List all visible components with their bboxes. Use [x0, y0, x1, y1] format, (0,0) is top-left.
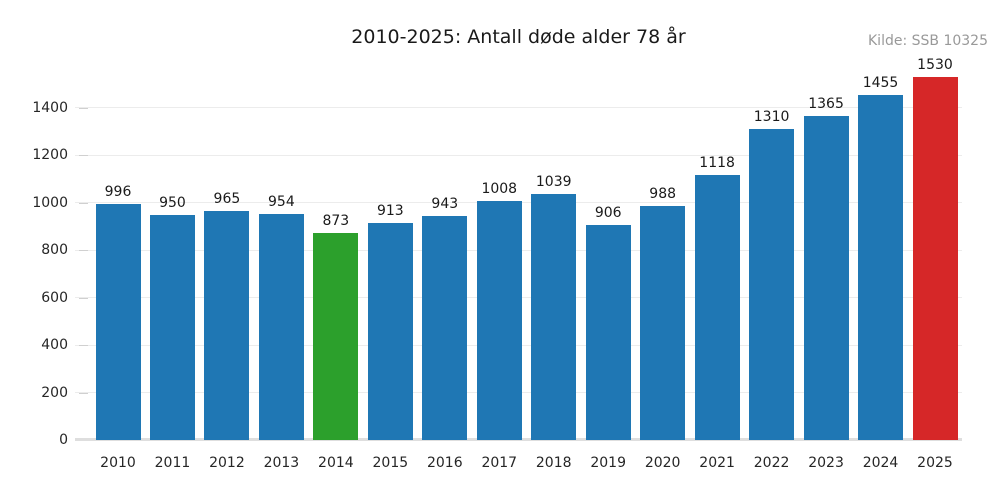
plot-area: 996 950 965 954 873 913 943 1008 1039 906 988 1118 1… [75, 58, 962, 441]
bar-2023 [803, 116, 849, 440]
bar-2019 [585, 225, 631, 440]
x-axis-label: 2013 [263, 455, 300, 471]
bar-2013 [258, 213, 304, 440]
y-axis-tick-label: 0 [59, 432, 68, 448]
bar-value-label: 913 [376, 203, 404, 220]
bar-2017 [476, 200, 522, 440]
x-axis-label: 2022 [753, 455, 790, 471]
bar-2021 [694, 174, 740, 440]
bar-2018 [531, 193, 577, 440]
bar-value-label: 950 [159, 194, 186, 211]
x-axis-label: 2025 [917, 455, 953, 471]
y-axis-tick-mark [79, 345, 88, 347]
y-axis-tick-mark [79, 392, 88, 394]
bar-2016 [422, 216, 468, 440]
y-axis-tick-label: 200 [41, 384, 68, 401]
x-axis-label: 2019 [590, 455, 627, 471]
x-axis-label: 2014 [318, 455, 354, 471]
y-axis-tick-label: 600 [41, 289, 68, 306]
y-axis-tick-label: 800 [41, 242, 68, 259]
x-axis-label: 2020 [644, 455, 681, 471]
bar-2012 [204, 211, 250, 440]
bar-2020 [640, 205, 686, 440]
bar-value-label: 873 [322, 212, 350, 229]
source-note: Kilde: SSB 10325 [868, 33, 988, 49]
bar-value-label: 1455 [862, 74, 899, 91]
bar-value-label: 1310 [753, 109, 790, 126]
bar-value-label: 1530 [917, 57, 953, 74]
bar-value-label: 1365 [808, 96, 844, 113]
bar-value-label: 965 [213, 191, 241, 208]
bar-2015 [367, 223, 413, 440]
x-axis-label: 2023 [808, 455, 844, 471]
y-axis-tick-mark [79, 155, 88, 157]
gridline [75, 154, 962, 156]
y-axis-tick-label: 1400 [32, 99, 68, 116]
bar-value-label: 996 [104, 183, 132, 200]
x-axis-label: 2012 [209, 455, 245, 471]
bar-2024 [858, 94, 904, 440]
bar-2025 [912, 77, 958, 440]
y-axis-tick-mark [79, 107, 88, 109]
y-axis-tick-mark [79, 250, 88, 252]
x-axis-label: 2016 [426, 455, 463, 471]
x-axis-label: 2021 [699, 455, 735, 471]
x-axis-label: 2011 [154, 455, 191, 471]
bar-value-label: 943 [431, 196, 459, 213]
gridline [75, 107, 962, 109]
bar-2010 [95, 203, 141, 440]
bar-value-label: 954 [268, 193, 295, 210]
x-axis-label: 2015 [372, 455, 409, 471]
y-axis-tick-mark [79, 202, 88, 204]
x-axis-label: 2017 [481, 455, 518, 471]
bar-value-label: 1039 [535, 173, 572, 190]
x-axis-label: 2024 [862, 455, 899, 471]
bar-value-label: 988 [649, 185, 677, 202]
y-axis-tick-mark [79, 297, 88, 299]
bar-value-label: 1008 [481, 180, 518, 197]
x-axis-label: 2010 [100, 455, 136, 471]
bar-2014 [313, 232, 359, 440]
y-axis-tick-label: 1200 [32, 147, 68, 164]
bar-2022 [749, 129, 795, 440]
chart-title: 2010-2025: Antall døde alder 78 år [351, 26, 686, 48]
y-axis-tick-label: 400 [41, 337, 68, 354]
bar-2011 [149, 214, 195, 440]
y-axis-tick-label: 1000 [32, 194, 68, 211]
x-axis-label: 2018 [535, 455, 572, 471]
bar-value-label: 906 [594, 205, 622, 222]
bar-value-label: 1118 [699, 154, 735, 171]
